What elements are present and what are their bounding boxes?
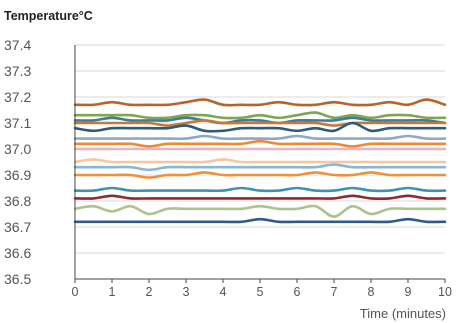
series-line <box>73 204 447 218</box>
series-line <box>73 158 447 164</box>
series-line <box>73 111 447 120</box>
y-tick-label: 36.6 <box>4 245 31 261</box>
x-tick-label: 9 <box>405 285 412 299</box>
series-line <box>73 171 447 179</box>
y-tick-label: 37.1 <box>4 115 31 131</box>
series-line <box>73 217 447 224</box>
series-line <box>73 194 447 200</box>
axes <box>74 45 446 283</box>
y-tick-label: 37.3 <box>4 63 31 79</box>
y-tick-label: 36.9 <box>4 167 31 183</box>
series-lines <box>73 98 447 224</box>
x-tick-label: 0 <box>72 285 79 299</box>
x-axis-label: Time (minutes) <box>360 306 446 321</box>
series-line <box>73 186 447 193</box>
y-tick-label: 36.8 <box>4 193 31 209</box>
tick-labels: 36.5 36.6 36.7 36.8 36.9 37.0 37.1 37.2 37.3 37.4… <box>4 37 452 299</box>
x-tick-label: 5 <box>257 285 264 299</box>
series-line <box>73 163 447 172</box>
x-tick-label: 2 <box>146 285 153 299</box>
y-tick-label: 37.0 <box>4 141 31 157</box>
x-tick-label: 7 <box>331 285 338 299</box>
series-line <box>73 119 447 127</box>
y-tick-label: 37.4 <box>4 37 31 53</box>
chart-title: Temperature°C <box>4 9 93 23</box>
x-tick-label: 1 <box>109 285 116 299</box>
x-tick-label: 8 <box>368 285 375 299</box>
x-tick-label: 4 <box>220 285 227 299</box>
series-line <box>73 139 447 148</box>
series-line <box>73 98 447 107</box>
x-tick-label: 6 <box>294 285 301 299</box>
series-line <box>73 121 447 133</box>
y-tick-label: 37.2 <box>4 89 31 105</box>
x-tick-label: 10 <box>438 285 452 299</box>
y-tick-label: 36.7 <box>4 219 31 235</box>
series-line <box>73 116 447 125</box>
y-tick-label: 36.5 <box>4 271 31 287</box>
x-tick-label: 3 <box>183 285 190 299</box>
series-line <box>73 134 447 141</box>
